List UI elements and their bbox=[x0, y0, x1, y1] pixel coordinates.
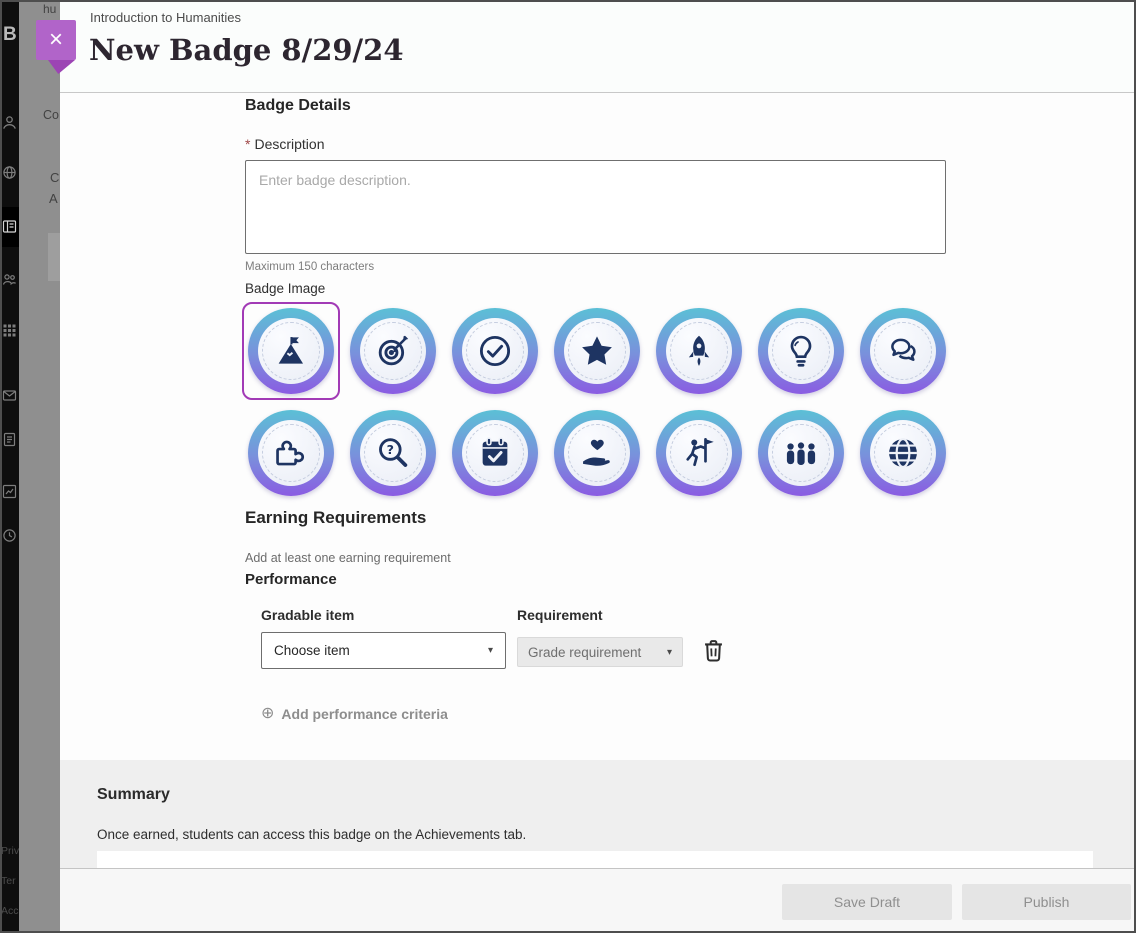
requirement-label: Requirement bbox=[517, 607, 603, 623]
close-panel-button[interactable]: × bbox=[36, 20, 76, 60]
description-label: * Description bbox=[245, 136, 325, 152]
globe-icon bbox=[870, 420, 936, 486]
chevron-down-icon: ▾ bbox=[666, 646, 672, 658]
history-icon[interactable] bbox=[2, 528, 17, 543]
grid-icon[interactable] bbox=[2, 323, 17, 338]
badge-option-lightbulb[interactable] bbox=[758, 308, 844, 394]
requirement-value: Grade requirement bbox=[528, 644, 642, 660]
add-circle-icon: ⊕ bbox=[261, 705, 275, 722]
badge-option-runner-flag[interactable] bbox=[656, 410, 742, 496]
hand-heart-icon bbox=[564, 420, 630, 486]
content-fragment: A bbox=[49, 191, 58, 206]
lightbulb-icon bbox=[768, 318, 834, 384]
summary-heading: Summary bbox=[97, 786, 170, 803]
new-badge-panel: Introduction to Humanities New Badge 8/2… bbox=[60, 0, 1136, 931]
badge-option-rocket[interactable] bbox=[656, 308, 742, 394]
nav-item-selected[interactable] bbox=[0, 207, 19, 247]
badge-option-search-question[interactable]: ? bbox=[350, 410, 436, 496]
page-title: New Badge 8/29/24 bbox=[89, 33, 404, 67]
badge-option-globe[interactable] bbox=[860, 410, 946, 496]
course-content-icon bbox=[2, 220, 17, 233]
mountain-flag-icon bbox=[258, 318, 324, 384]
messages-icon[interactable] bbox=[2, 388, 17, 403]
description-textarea[interactable] bbox=[245, 160, 946, 254]
badge-option-team[interactable] bbox=[758, 410, 844, 496]
publish-button[interactable]: Publish bbox=[962, 884, 1131, 920]
summary-section: Summary Once earned, students can access… bbox=[60, 760, 1136, 868]
dimmed-page-scrim: hu Co C A bbox=[19, 0, 60, 933]
trash-icon bbox=[705, 640, 722, 662]
badge-option-calendar-check[interactable] bbox=[452, 410, 538, 496]
badge-option-check-circle[interactable] bbox=[452, 308, 538, 394]
search-question-icon: ? bbox=[360, 420, 426, 486]
target-arrow-icon bbox=[360, 318, 426, 384]
add-performance-criteria-label: Add performance criteria bbox=[281, 706, 448, 722]
badge-option-chat-bubbles[interactable] bbox=[860, 308, 946, 394]
documents-icon[interactable] bbox=[2, 432, 17, 447]
badge-image-label: Badge Image bbox=[245, 281, 326, 296]
badge-option-puzzle[interactable] bbox=[248, 410, 334, 496]
globe-nav-icon[interactable] bbox=[2, 165, 17, 180]
gradable-item-value: Choose item bbox=[274, 643, 350, 658]
svg-text:?: ? bbox=[387, 442, 394, 457]
panel-header: Introduction to Humanities New Badge 8/2… bbox=[60, 0, 1136, 93]
privacy-link-fragment[interactable]: Priv bbox=[1, 845, 19, 857]
url-fragment: hu bbox=[43, 2, 57, 16]
calendar-check-icon bbox=[462, 420, 528, 486]
requirement-select[interactable]: Grade requirement ▾ bbox=[517, 637, 683, 667]
badge-image-row-1 bbox=[242, 302, 946, 400]
badge-image-row-2: ? bbox=[248, 410, 946, 496]
check-circle-icon bbox=[462, 318, 528, 384]
terms-link-fragment[interactable]: Ter bbox=[1, 875, 16, 887]
accessibility-link-fragment[interactable]: Acc bbox=[1, 905, 19, 917]
badge-option-hand-heart[interactable] bbox=[554, 410, 640, 496]
chevron-down-icon: ▾ bbox=[487, 645, 493, 656]
puzzle-piece-icon bbox=[258, 420, 324, 486]
required-marker: * bbox=[245, 136, 251, 152]
profile-icon[interactable] bbox=[2, 115, 17, 130]
panel-footer: Save Draft Publish bbox=[60, 868, 1136, 931]
dimmed-content-block bbox=[48, 233, 60, 281]
earning-requirements-helper: Add at least one earning requirement bbox=[245, 551, 451, 565]
gradable-item-select[interactable]: Choose item ▾ bbox=[261, 632, 506, 669]
performance-heading: Performance bbox=[245, 571, 337, 588]
delete-requirement-button[interactable] bbox=[700, 636, 727, 665]
add-performance-criteria-button[interactable]: ⊕ Add performance criteria bbox=[261, 705, 448, 723]
badge-option-mountain-flag[interactable] bbox=[242, 302, 340, 400]
tab-fragment: Co bbox=[43, 108, 59, 122]
course-title: Introduction to Humanities bbox=[90, 10, 242, 25]
earning-requirements-heading: Earning Requirements bbox=[245, 508, 427, 527]
left-nav-rail: B Priv Ter Acc bbox=[0, 0, 19, 933]
description-helper: Maximum 150 characters bbox=[245, 261, 375, 273]
badge-details-heading: Badge Details bbox=[245, 97, 351, 114]
badge-option-star[interactable] bbox=[554, 308, 640, 394]
content-fragment: C bbox=[50, 170, 60, 185]
close-icon: × bbox=[48, 26, 63, 53]
save-draft-button[interactable]: Save Draft bbox=[782, 884, 952, 920]
team-icon bbox=[768, 420, 834, 486]
star-icon bbox=[564, 318, 630, 384]
grades-icon[interactable] bbox=[2, 484, 17, 499]
rocket-icon bbox=[666, 318, 732, 384]
badge-option-target-arrow[interactable] bbox=[350, 308, 436, 394]
runner-flag-icon bbox=[666, 420, 732, 486]
summary-description: Once earned, students can access this ba… bbox=[97, 827, 527, 842]
groups-icon[interactable] bbox=[2, 272, 17, 287]
gradable-item-label: Gradable item bbox=[261, 607, 355, 623]
blackboard-logo-fragment: B bbox=[3, 24, 17, 45]
chat-bubbles-icon bbox=[870, 318, 936, 384]
summary-input[interactable] bbox=[97, 851, 1093, 868]
